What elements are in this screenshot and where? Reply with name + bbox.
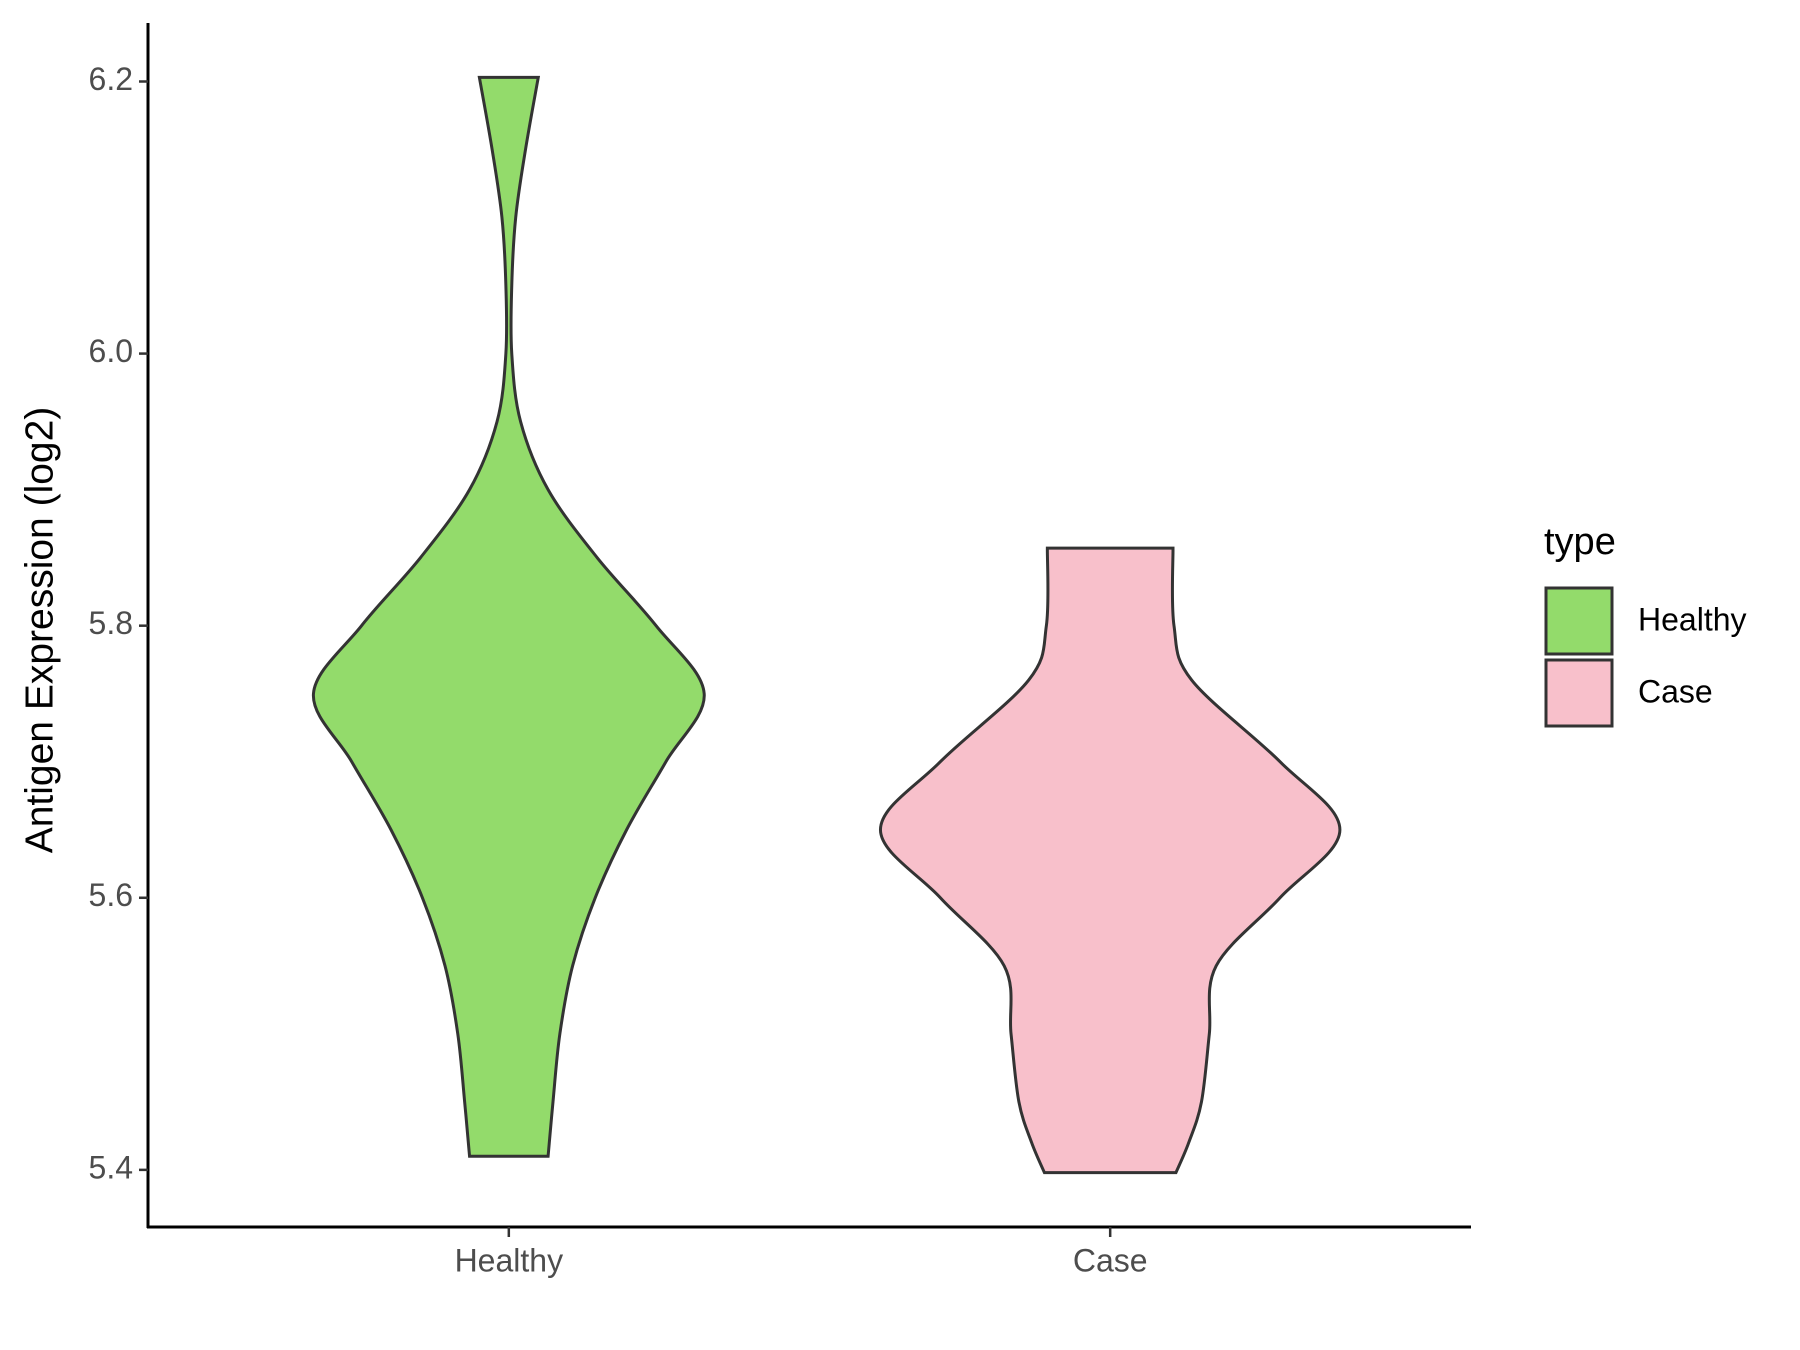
y-tick-label: 6.2 xyxy=(89,61,133,97)
violin xyxy=(311,75,706,1158)
violin xyxy=(878,546,1342,1175)
x-tick-label: Case xyxy=(1073,1242,1148,1278)
legend-label: Healthy xyxy=(1638,601,1747,637)
y-tick-label: 6.0 xyxy=(89,333,133,369)
legend-title: type xyxy=(1544,521,1616,563)
y-tick-label: 5.6 xyxy=(89,877,133,913)
legend-key xyxy=(1544,586,1614,656)
y-tick-label: 5.8 xyxy=(89,605,133,641)
y-axis-label: Antigen Expression (log2) xyxy=(18,407,61,854)
legend-key xyxy=(1544,658,1614,728)
x-tick-label: Healthy xyxy=(455,1242,564,1278)
legend-label: Case xyxy=(1638,673,1713,709)
y-tick-label: 5.4 xyxy=(89,1149,133,1185)
